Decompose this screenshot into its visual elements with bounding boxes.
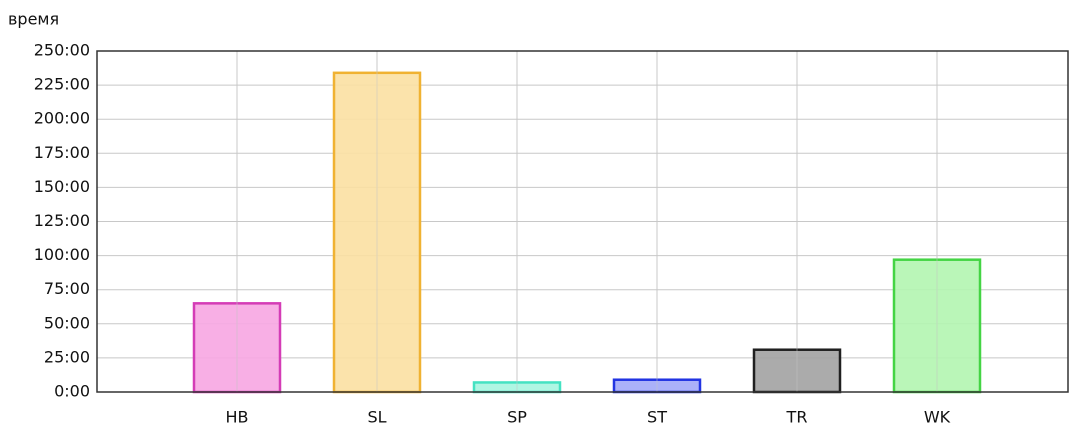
y-tick-label: 150:00 [34, 177, 90, 196]
y-axis-label: время [8, 10, 59, 29]
x-tick-label: WK [924, 408, 951, 427]
y-tick-label: 200:00 [34, 109, 90, 128]
y-tick-label: 125:00 [34, 211, 90, 230]
x-tick-label: HB [225, 408, 248, 427]
y-tick-label: 175:00 [34, 143, 90, 162]
y-tick-label: 75:00 [44, 279, 90, 298]
y-tick-label: 225:00 [34, 75, 90, 94]
y-tick-label: 0:00 [54, 382, 90, 401]
y-tick-label: 250:00 [34, 41, 90, 60]
y-tick-label: 50:00 [44, 313, 90, 332]
y-tick-label: 100:00 [34, 245, 90, 264]
x-tick-label: SP [507, 408, 527, 427]
y-tick-label: 25:00 [44, 347, 90, 366]
x-tick-label: ST [647, 408, 667, 427]
plot-frame [96, 50, 1069, 393]
x-tick-label: SL [367, 408, 386, 427]
x-tick-label: TR [786, 408, 808, 427]
